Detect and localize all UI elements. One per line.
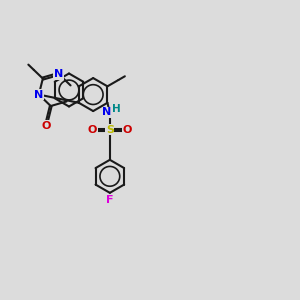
Text: N: N bbox=[34, 90, 44, 100]
Text: N: N bbox=[54, 69, 63, 79]
Text: H: H bbox=[112, 104, 121, 114]
Text: O: O bbox=[41, 121, 50, 131]
Text: O: O bbox=[123, 125, 132, 135]
Text: O: O bbox=[88, 125, 97, 135]
Text: N: N bbox=[102, 107, 112, 117]
Text: F: F bbox=[106, 195, 114, 205]
Text: S: S bbox=[106, 125, 114, 135]
